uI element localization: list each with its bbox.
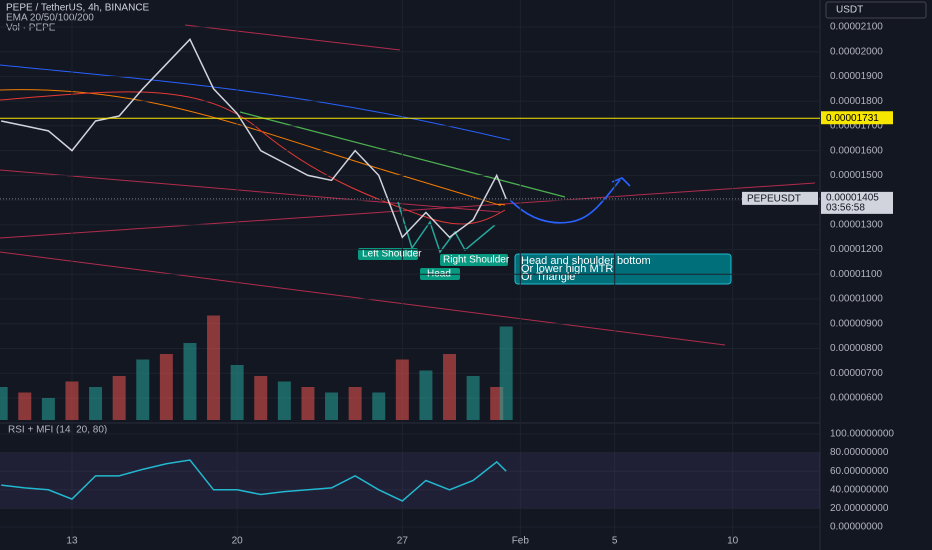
chart-subtitle: EMA 20/50/100/200 (6, 13, 94, 24)
trend-line (0, 169, 501, 213)
note-box (514, 253, 732, 285)
volume-bar (443, 354, 457, 420)
volume-bar (89, 387, 103, 420)
volume-bar (395, 359, 409, 420)
countdown: 03:56:58 (826, 203, 865, 214)
projection-curve (509, 179, 621, 224)
y-tick-label: 0.00001600 (830, 145, 883, 156)
volume-bar (183, 343, 197, 420)
y-tick-label: 0.00001900 (830, 71, 883, 82)
chart-title: PEPE / TetherUS, 4h, BINANCE (6, 3, 150, 14)
volume-bar (230, 365, 244, 420)
projection-arrow (611, 177, 631, 187)
volume-bar (277, 381, 291, 420)
x-tick-label: 27 (397, 536, 409, 547)
annotation: Right Shoulder (443, 255, 510, 266)
x-tick-label: 10 (727, 536, 739, 547)
y-tick-label: 20.00000000 (830, 503, 889, 514)
currency-box[interactable] (825, 1, 927, 19)
price-tag (821, 191, 893, 214)
y-tick-label: 0.00001000 (830, 294, 883, 305)
y-tick-label: 0.00002100 (830, 22, 883, 33)
y-tick-label: 60.00000000 (830, 466, 889, 477)
y-tick-label: 100.00000000 (830, 429, 894, 440)
x-tick-label: Feb (512, 536, 530, 547)
note-line: Head and shoulder bottom (521, 255, 651, 267)
price-tag (821, 111, 893, 125)
y-tick-label: 0.00001300 (830, 219, 883, 230)
volume-bar (41, 398, 55, 420)
volume-bar (65, 381, 79, 420)
volume-bar (301, 387, 315, 420)
y-tick-label: 0.00001800 (830, 96, 883, 107)
y-tick-label: 0.00000700 (830, 368, 883, 379)
y-tick-label: 0.00000900 (830, 318, 883, 329)
volume-bar (254, 376, 268, 420)
label-box (358, 248, 418, 260)
annotation: Left Shoulder (362, 249, 422, 260)
volume-bar (0, 387, 8, 420)
y-tick-label: 0.00001200 (830, 244, 883, 255)
y-tick-label: 0.00001100 (830, 269, 883, 280)
volume-bar (466, 376, 480, 420)
volume-bar (372, 392, 386, 420)
y-tick-label: 0.00001700 (830, 121, 883, 132)
label-box (440, 254, 508, 266)
volume-bar (136, 359, 150, 420)
ema-line (0, 91, 506, 225)
series-line (1, 459, 507, 502)
x-tick-label: 20 (232, 536, 244, 547)
trend-line (184, 24, 401, 51)
x-tick-label: 13 (66, 536, 78, 547)
legend-entry: Vol · PEPE (6, 23, 56, 34)
trend-line (0, 251, 726, 346)
volume-bar (18, 392, 32, 420)
volume-bar (419, 370, 433, 420)
symbol-tag (742, 191, 818, 205)
rsi-band (0, 452, 820, 509)
volume-bar (159, 354, 173, 420)
price-tag-label: 0.00001405 (826, 193, 879, 204)
series-line (1, 38, 507, 239)
y-tick-label: 40.00000000 (830, 484, 889, 495)
volume-bar (348, 387, 362, 420)
ema-line (0, 64, 511, 141)
currency[interactable]: USDT (836, 5, 863, 16)
volume-bar (325, 392, 339, 420)
y-tick-label: 0.00002000 (830, 46, 883, 57)
x-tick-label: 5 (612, 536, 618, 547)
note-line: Or Triangle (521, 271, 575, 283)
y-tick-label: 0.00001500 (830, 170, 883, 181)
y-tick-label: 80.00000000 (830, 447, 889, 458)
volume-bar (499, 326, 513, 420)
volume-bar (207, 315, 221, 420)
note-line: Or lower high MTR (521, 263, 613, 275)
y-tick-label: 0.00000800 (830, 343, 883, 354)
price-tag-label: 0.00001731 (826, 113, 879, 124)
y-tick-label: 0.00000000 (830, 522, 883, 533)
volume-bar (112, 376, 126, 420)
y-tick-label: 0.00000600 (830, 393, 883, 404)
pane-title: RSI + MFI (14, 20, 80) (8, 425, 107, 436)
symbol-tag-label: PEPEUSDT (747, 194, 801, 205)
